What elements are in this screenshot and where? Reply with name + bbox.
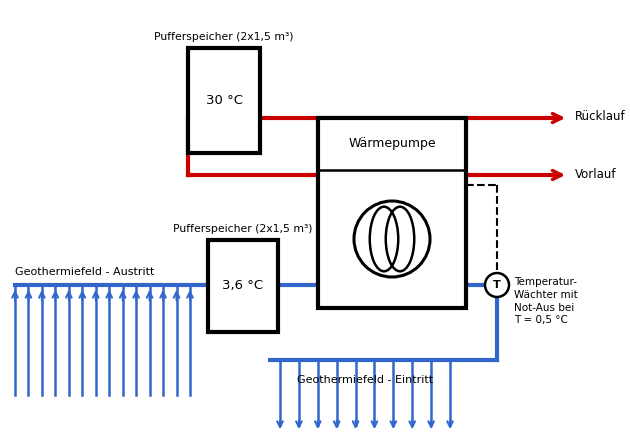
- Text: Temperatur-
Wächter mit
Not-Aus bei
T = 0,5 °C: Temperatur- Wächter mit Not-Aus bei T = …: [514, 277, 578, 325]
- Text: 30 °C: 30 °C: [205, 94, 243, 107]
- Bar: [188, 48, 260, 153]
- Text: Geothermiefeld - Eintritt: Geothermiefeld - Eintritt: [297, 375, 433, 385]
- Text: Pufferspeicher (2x1,5 m³): Pufferspeicher (2x1,5 m³): [154, 32, 294, 42]
- Text: T: T: [493, 280, 501, 291]
- Text: 3,6 °C: 3,6 °C: [222, 280, 263, 292]
- Text: Geothermiefeld - Austritt: Geothermiefeld - Austritt: [15, 267, 154, 277]
- Bar: [318, 118, 466, 308]
- Bar: [208, 240, 278, 332]
- Circle shape: [485, 273, 509, 297]
- Text: Rücklauf: Rücklauf: [575, 111, 626, 123]
- Text: Vorlauf: Vorlauf: [575, 168, 617, 180]
- Text: Pufferspeicher (2x1,5 m³): Pufferspeicher (2x1,5 m³): [173, 224, 312, 234]
- Text: Wärmepumpe: Wärmepumpe: [348, 138, 436, 150]
